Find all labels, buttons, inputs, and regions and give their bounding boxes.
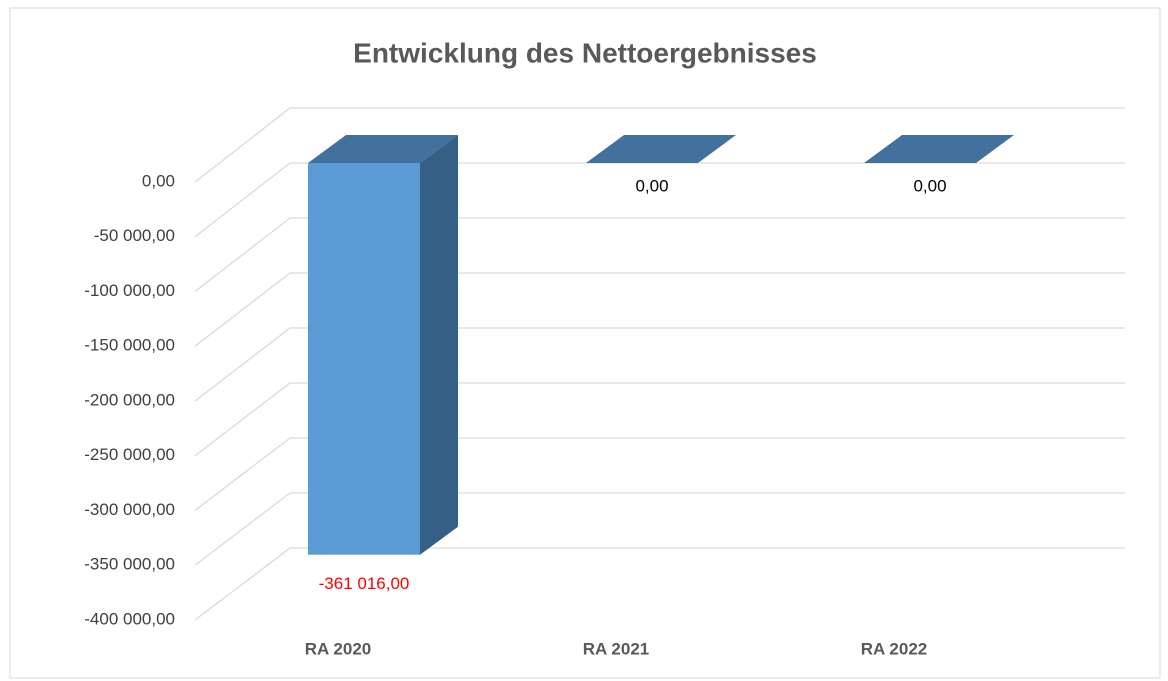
y-tick-label: -200 000,00 bbox=[84, 390, 175, 409]
bar-top bbox=[864, 135, 1014, 163]
x-tick-label: RA 2021 bbox=[583, 639, 649, 658]
grid-line bbox=[194, 272, 291, 347]
y-tick-label: -50 000,00 bbox=[94, 226, 175, 245]
grid-line bbox=[194, 492, 291, 566]
grid-line bbox=[194, 547, 291, 621]
grid-line bbox=[194, 437, 291, 512]
bar-side bbox=[420, 135, 458, 555]
value-label: 0,00 bbox=[913, 176, 946, 195]
grid-line bbox=[194, 327, 291, 402]
y-tick-label: -350 000,00 bbox=[84, 555, 175, 574]
y-tick-label: -400 000,00 bbox=[84, 609, 175, 628]
y-tick-label: -100 000,00 bbox=[84, 281, 175, 300]
y-tick-label: -300 000,00 bbox=[84, 500, 175, 519]
value-label: 0,00 bbox=[635, 176, 668, 195]
chart-border bbox=[9, 7, 1161, 679]
y-tick-label: -250 000,00 bbox=[84, 445, 175, 464]
bar-front bbox=[308, 163, 420, 555]
grid-line bbox=[194, 107, 291, 183]
grid-line bbox=[194, 217, 291, 293]
bar-top bbox=[586, 135, 736, 163]
grid-line bbox=[194, 382, 291, 457]
chart-title: Entwicklung des Nettoergebnisses bbox=[353, 37, 817, 68]
value-label: -361 016,00 bbox=[319, 574, 410, 593]
bar-top bbox=[308, 135, 458, 163]
y-tick-label: -150 000,00 bbox=[84, 336, 175, 355]
grid-line bbox=[194, 162, 291, 238]
x-tick-label: RA 2022 bbox=[861, 639, 927, 658]
x-tick-label: RA 2020 bbox=[305, 639, 371, 658]
y-tick-label: 0,00 bbox=[142, 171, 175, 190]
